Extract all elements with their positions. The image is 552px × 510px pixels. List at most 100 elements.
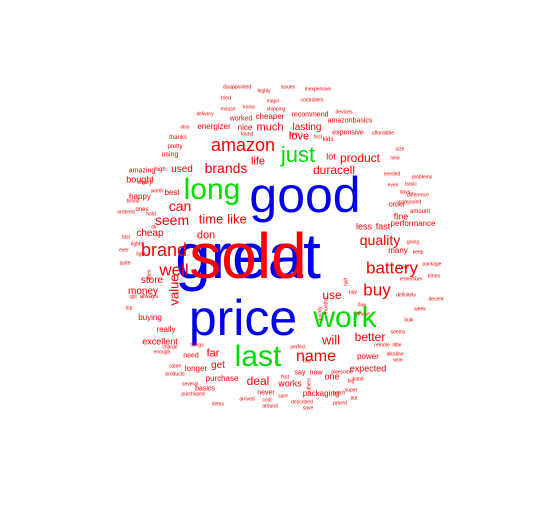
cloud-word: priced: [333, 400, 347, 407]
cloud-word: lights: [131, 241, 143, 248]
cloud-word: size: [395, 146, 405, 153]
cloud-word: items: [212, 401, 224, 408]
cloud-word: also: [180, 124, 190, 131]
cloud-word: remote: [374, 342, 390, 349]
cloud-word: time: [198, 211, 224, 227]
cloud-word: ever: [119, 247, 129, 254]
cloud-word: money: [127, 286, 159, 297]
cloud-word: sold: [189, 220, 307, 292]
cloud-word: using: [161, 151, 179, 159]
cloud-word: charge: [162, 344, 178, 351]
cloud-word: decent: [428, 296, 444, 303]
cloud-word: far: [206, 347, 220, 360]
cloud-word: like: [227, 211, 247, 227]
cloud-word: value: [166, 274, 182, 306]
cloud-word: need: [183, 352, 199, 360]
cloud-word: cost: [262, 397, 272, 404]
cloud-word: package: [422, 261, 442, 268]
cloud-word: will: [321, 332, 341, 348]
cloud-word: deal: [246, 374, 270, 388]
cloud-word: worked: [229, 115, 253, 123]
cloud-word: worth: [150, 188, 164, 195]
cloud-word: store: [140, 275, 164, 286]
cloud-word: goes: [146, 269, 153, 281]
cloud-word: use: [322, 288, 342, 302]
cloud-word: even: [387, 182, 399, 189]
cloud-word: longer: [184, 364, 208, 373]
cloud-word: long: [183, 173, 241, 206]
cloud-word: affordable: [371, 130, 395, 137]
cloud-word: power: [357, 352, 379, 361]
cloud-word: ordered: [117, 209, 135, 216]
cloud-word: last: [122, 234, 130, 241]
cloud-word: purchased: [181, 391, 205, 398]
cloud-word: product: [339, 151, 381, 165]
cloud-word: mouse: [220, 106, 236, 113]
cloud-word: sure: [278, 393, 288, 400]
cloud-word: much: [256, 121, 284, 134]
cloud-word: know: [243, 104, 255, 111]
cloud-word: best: [164, 188, 180, 197]
cloud-word: bought: [126, 174, 154, 185]
cloud-word: don: [196, 229, 216, 242]
cloud-word: pretty: [167, 144, 183, 150]
cloud-word: several: [181, 381, 199, 388]
cloud-word: alkaline: [386, 351, 404, 358]
cloud-word: disappointed: [222, 84, 252, 91]
cloud-word: found: [240, 131, 254, 138]
cloud-word: batch: [332, 390, 346, 397]
cloud-word: lasting: [292, 122, 322, 133]
cloud-word: put: [350, 395, 358, 402]
cloud-word: buy: [363, 280, 391, 300]
cloud-word: great: [175, 220, 321, 292]
cloud-word: highly: [257, 88, 271, 95]
cloud-word: seems: [390, 329, 406, 336]
cloud-word: described: [291, 399, 313, 406]
cloud-word: order: [388, 201, 406, 209]
cloud-word: packaging: [302, 389, 340, 398]
cloud-word: first: [313, 134, 323, 141]
cloud-word: brands: [204, 160, 248, 176]
cloud-word: brand: [140, 240, 188, 260]
cloud-word: still: [129, 294, 137, 301]
cloud-word: top: [125, 305, 133, 312]
cloud-word: going: [406, 239, 420, 246]
cloud-word: fine: [393, 211, 409, 222]
cloud-word: fine: [357, 302, 367, 309]
cloud-word: issues: [280, 84, 296, 91]
cloud-word: less: [355, 221, 373, 232]
cloud-word: many: [388, 246, 408, 255]
cloud-word: quality: [359, 232, 401, 248]
cloud-word: compared: [398, 199, 422, 206]
cloud-word: cheaper: [255, 112, 285, 121]
cloud-word: devices: [335, 109, 353, 116]
cloud-word: energizer: [197, 122, 231, 131]
cloud-word: new: [390, 155, 400, 162]
cloud-word: purchase: [205, 374, 239, 383]
cloud-word: quite: [119, 260, 131, 267]
cloud-word: seem: [154, 212, 190, 228]
cloud-word: get: [211, 360, 225, 371]
cloud-word: excellent: [142, 336, 178, 347]
cloud-word: name: [295, 348, 337, 365]
cloud-word: just: [280, 142, 316, 167]
cloud-word: house: [356, 311, 370, 318]
cloud-word: basics: [195, 385, 215, 393]
cloud-word: enough: [153, 349, 171, 356]
cloud-word: keep: [412, 249, 424, 256]
cloud-word: won: [393, 357, 403, 364]
cloud-word: thanks: [169, 135, 187, 141]
cloud-word: really: [156, 325, 176, 334]
cloud-word: around: [262, 403, 278, 410]
cloud-word: perfect: [290, 344, 306, 351]
cloud-word: others: [306, 378, 313, 392]
cloud-word: amazonbasics: [327, 117, 373, 125]
cloud-word: say: [294, 369, 306, 377]
cloud-word: recommend: [291, 111, 329, 119]
cloud-word: work: [313, 301, 377, 334]
cloud-word: never: [257, 389, 275, 397]
cloud-word: arrived: [239, 396, 255, 403]
cloud-word: first: [280, 374, 290, 381]
cloud-word: brand: [126, 198, 140, 205]
